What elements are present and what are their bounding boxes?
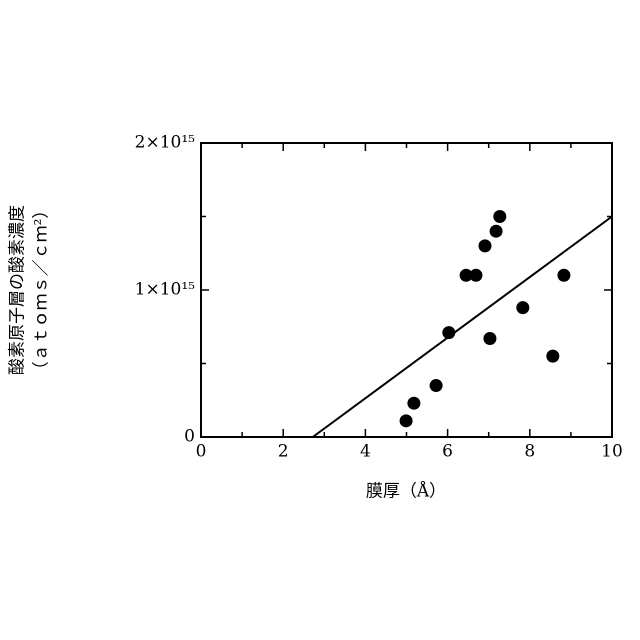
data-point bbox=[430, 379, 443, 392]
data-point bbox=[407, 397, 420, 410]
x-tick-label: 0 bbox=[196, 442, 207, 462]
x-tick-label: 6 bbox=[442, 442, 453, 462]
data-point bbox=[490, 225, 503, 238]
x-tick-label: 8 bbox=[524, 442, 535, 462]
data-point bbox=[557, 269, 570, 282]
x-axis-label: 膜厚（Å） bbox=[366, 481, 446, 502]
x-tick-label: 2 bbox=[278, 442, 289, 462]
y-axis-unit: （ａｔｏｍｓ／ｃｍ²） bbox=[32, 202, 52, 379]
plot-frame bbox=[201, 143, 612, 437]
data-point bbox=[479, 239, 492, 252]
data-point bbox=[469, 269, 482, 282]
data-point bbox=[516, 301, 529, 314]
chart: 膜厚（Å） 酸素原子層の酸素濃度 （ａｔｏｍｓ／ｃｍ²） 0 2 4 6 8 10 0 1×1… bbox=[0, 0, 640, 640]
data-point bbox=[493, 210, 506, 223]
data-point bbox=[483, 332, 496, 345]
fit-line bbox=[313, 217, 612, 438]
x-tick-label: 10 bbox=[601, 442, 623, 462]
y-axis-label: 酸素原子層の酸素濃度 bbox=[8, 205, 28, 375]
x-tick-label: 4 bbox=[360, 442, 371, 462]
data-point bbox=[442, 326, 455, 339]
y-tick-label: 2×10¹⁵ bbox=[135, 133, 196, 153]
data-point bbox=[400, 414, 413, 427]
data-point bbox=[546, 350, 559, 363]
y-tick-label: 0 bbox=[184, 427, 195, 447]
y-tick-label: 1×10¹⁵ bbox=[135, 280, 196, 300]
